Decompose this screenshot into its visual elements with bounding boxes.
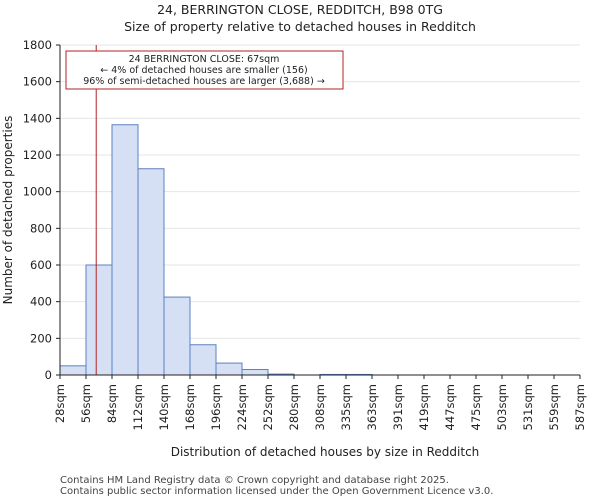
x-tick-label: 112sqm [131, 384, 145, 430]
y-tick-label: 1000 [23, 185, 52, 199]
annotation-box: 24 BERRINGTON CLOSE: 67sqm ← 4% of detac… [65, 50, 344, 90]
annotation-frame [65, 50, 344, 90]
footer-line-1: Contains HM Land Registry data © Crown c… [60, 475, 449, 486]
y-tick-label: 600 [30, 258, 52, 272]
bar [215, 362, 243, 376]
chart-subtitle: Size of property relative to detached ho… [124, 19, 476, 34]
bar [163, 296, 191, 376]
x-tick-label: 168sqm [183, 384, 197, 430]
x-tick-label: 363sqm [365, 384, 379, 430]
bar [111, 124, 139, 376]
x-tick-label: 140sqm [157, 384, 171, 430]
bars [59, 124, 373, 376]
y-tick-label: 200 [30, 331, 52, 345]
x-tick-label: 531sqm [521, 384, 535, 430]
x-tick-label: 84sqm [105, 384, 119, 423]
x-tick-label: 28sqm [53, 384, 67, 423]
x-tick-label: 196sqm [209, 384, 223, 430]
x-tick-label: 308sqm [313, 384, 327, 430]
bar [85, 264, 113, 376]
x-tick-label: 252sqm [261, 384, 275, 430]
y-tick-label: 0 [45, 368, 52, 382]
y-ticks: 0 200 400 600 800 1000 1200 1400 1600 1800 [23, 38, 60, 382]
y-tick-label: 800 [30, 221, 52, 235]
x-tick-label: 587sqm [573, 384, 587, 430]
x-tick-label: 391sqm [391, 384, 405, 430]
annotation-line-2: ← 4% of detached houses are smaller (156… [100, 65, 307, 76]
bar [59, 365, 87, 376]
y-tick-label: 1400 [23, 111, 52, 125]
x-tick-label: 559sqm [547, 384, 561, 430]
bar [241, 369, 269, 376]
footer-line-2: Contains public sector information licen… [60, 486, 493, 497]
x-tick-label: 280sqm [287, 384, 301, 430]
bar [137, 168, 165, 376]
y-tick-label: 400 [30, 295, 52, 309]
x-tick-label: 447sqm [443, 384, 457, 430]
x-tick-label: 419sqm [417, 384, 431, 430]
bar [189, 344, 217, 376]
y-tick-label: 1200 [23, 148, 52, 162]
x-tick-label: 475sqm [469, 384, 483, 430]
x-tick-label: 503sqm [495, 384, 509, 430]
x-axis-label: Distribution of detached houses by size … [171, 445, 480, 459]
annotation-line-1: 24 BERRINGTON CLOSE: 67sqm [129, 54, 280, 65]
x-ticks: 28sqm 56sqm 84sqm 112sqm 140sqm 168sqm 196sqm 2… [53, 375, 587, 430]
chart-title: 24, BERRINGTON CLOSE, REDDITCH, B98 0TG [157, 2, 443, 17]
annotation-line-3: 96% of semi-detached houses are larger (… [83, 76, 325, 87]
y-tick-label: 1800 [23, 38, 52, 52]
x-tick-label: 335sqm [339, 384, 353, 430]
x-tick-label: 224sqm [235, 384, 249, 430]
y-tick-label: 1600 [23, 75, 52, 89]
x-tick-label: 56sqm [79, 384, 93, 423]
y-axis-label: Number of detached properties [1, 116, 15, 305]
